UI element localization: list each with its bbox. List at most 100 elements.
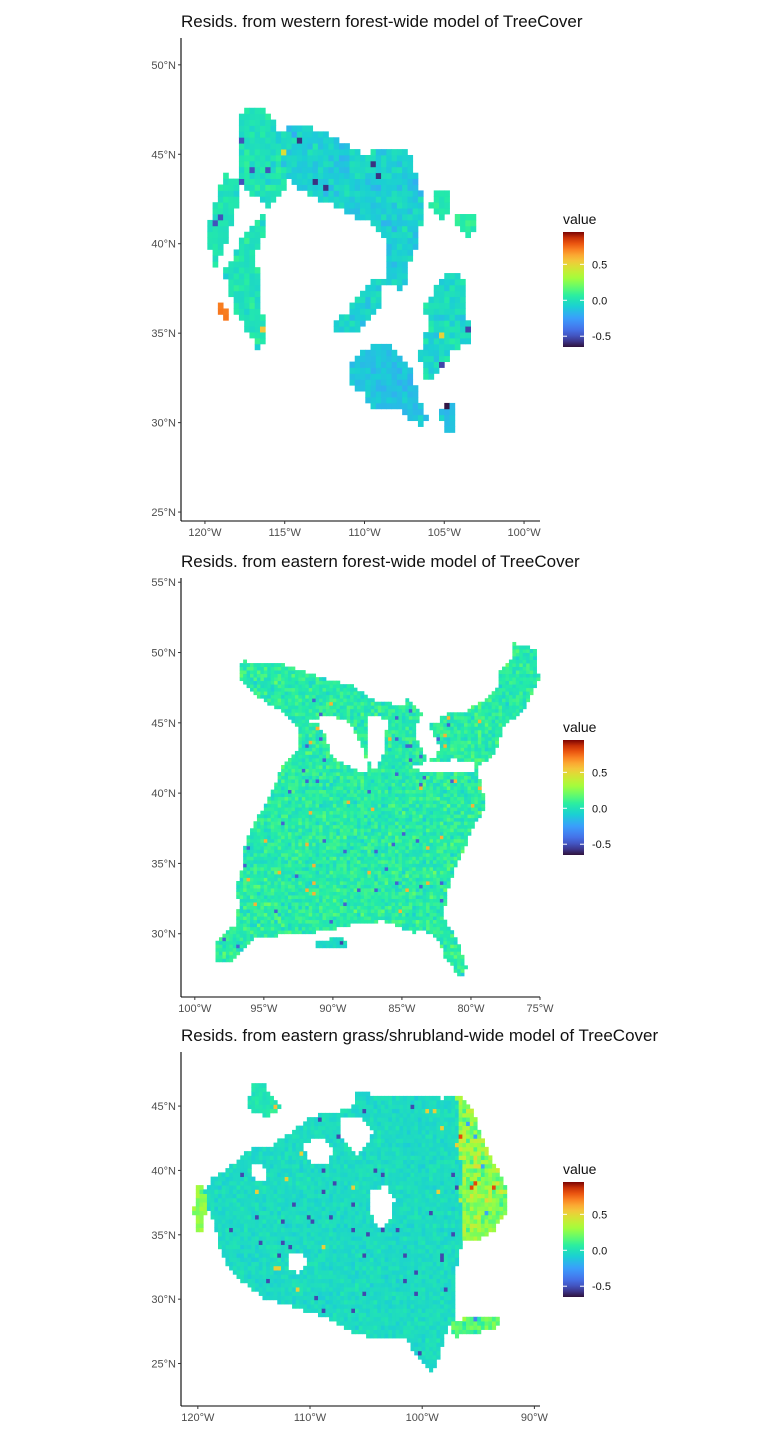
raster-cell [298, 715, 303, 720]
raster-cell [325, 768, 330, 773]
raster-cell [291, 810, 296, 815]
raster-cell [274, 705, 279, 710]
raster-cell [260, 930, 265, 935]
raster-cell [291, 891, 296, 896]
raster-cell [319, 821, 323, 826]
raster-cell [270, 838, 275, 843]
raster-cell [263, 673, 268, 678]
raster-cell [238, 119, 245, 126]
raster-cell [302, 160, 308, 168]
raster-cell [370, 852, 375, 857]
raster-cell [298, 729, 303, 734]
raster-cell [277, 919, 282, 924]
raster-cell [288, 670, 292, 675]
raster-cell [446, 958, 451, 963]
raster-cell [426, 800, 430, 805]
raster-cell [419, 842, 424, 847]
raster-cell [419, 824, 424, 829]
raster-cell [319, 701, 323, 706]
raster-cell [432, 877, 437, 882]
raster-cell [270, 807, 275, 812]
raster-cell [354, 385, 361, 392]
raster-cell [286, 149, 292, 156]
raster-cell [238, 149, 245, 156]
raster-cell [465, 214, 471, 221]
raster-cell [446, 859, 451, 864]
raster-cell [343, 863, 348, 868]
legend-label: 0.5 [592, 259, 607, 271]
raster-cell [363, 803, 368, 808]
raster-cell [339, 789, 344, 794]
raster-cell [460, 772, 465, 776]
raster-cell [298, 866, 303, 871]
raster-cell [308, 873, 313, 878]
raster-cell [288, 701, 292, 706]
raster-cell [308, 863, 313, 868]
raster-cell [277, 786, 282, 791]
raster-cell [408, 881, 413, 885]
raster-cell [339, 824, 344, 829]
raster-cell [374, 902, 379, 907]
raster-cell [294, 831, 299, 836]
raster-cell [386, 249, 393, 256]
raster-cell [212, 214, 219, 221]
raster-cell [298, 909, 303, 914]
raster-cell [433, 343, 440, 351]
raster-cell [336, 849, 341, 854]
raster-cell [398, 852, 403, 857]
raster-cell [338, 143, 345, 150]
raster-cell [391, 803, 396, 808]
raster-cell [281, 845, 285, 850]
raster-cell [363, 733, 368, 738]
raster-cell [388, 912, 392, 917]
raster-cell [277, 772, 282, 776]
raster-cell [350, 719, 354, 724]
raster-cell [288, 715, 292, 720]
raster-cell [386, 391, 393, 398]
raster-cell [405, 881, 410, 885]
raster-cell [267, 873, 272, 878]
raster-cell [477, 793, 482, 798]
raster-cell [305, 912, 310, 917]
raster-cell [325, 884, 330, 889]
raster-cell [322, 736, 327, 741]
raster-cell [412, 402, 419, 410]
raster-cell [325, 919, 330, 924]
raster-cell [246, 884, 251, 889]
raster-cell [436, 891, 441, 896]
raster-cell [244, 320, 250, 327]
raster-cell [412, 775, 417, 780]
raster-cell [391, 891, 396, 896]
raster-cell [332, 873, 337, 878]
raster-cell [284, 831, 289, 836]
raster-cell [408, 866, 413, 871]
raster-cell [253, 677, 258, 682]
raster-cell [308, 708, 313, 713]
raster-cell [217, 190, 224, 197]
raster-cell [464, 807, 468, 812]
raster-cell [375, 184, 382, 191]
raster-cell [217, 184, 224, 191]
raster-cell [353, 800, 358, 805]
raster-cell [467, 789, 472, 794]
raster-cell [270, 902, 275, 907]
raster-cell [325, 810, 330, 815]
raster-cell [267, 926, 272, 931]
raster-cell [396, 261, 403, 268]
raster-cell [339, 712, 344, 717]
raster-cell [439, 789, 444, 794]
raster-cell [277, 859, 282, 864]
raster-cell [357, 726, 361, 731]
raster-cell [426, 909, 430, 914]
raster-cell [284, 828, 289, 833]
raster-cell [381, 355, 387, 363]
raster-cell [415, 761, 420, 766]
raster-cell [384, 779, 389, 783]
raster-cell [274, 684, 279, 689]
raster-cell [453, 831, 458, 836]
raster-cell [254, 237, 261, 244]
raster-cell [436, 852, 441, 857]
raster-cell [322, 772, 327, 776]
raster-cell [277, 866, 282, 871]
raster-cell [284, 863, 289, 868]
